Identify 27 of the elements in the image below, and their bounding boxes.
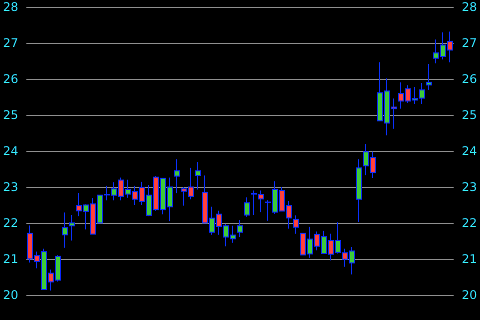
candlestick: [69, 214, 75, 242]
candlestick: [174, 158, 180, 194]
y2-tick-label: 24: [2, 144, 18, 158]
y2-tick-label: 23: [2, 180, 18, 194]
y-tick-label: 24: [462, 144, 478, 158]
y2-tick-label: 21: [2, 252, 18, 266]
candlestick: [195, 162, 201, 190]
y2-tick-label: 25: [2, 108, 18, 122]
y2-tick-label: 20: [2, 288, 18, 302]
candlestick: [356, 158, 362, 222]
y-tick-label: 26: [462, 72, 478, 86]
y-tick-label: 21: [462, 252, 478, 266]
y2-tick-label: 22: [2, 216, 18, 230]
candlestick: [293, 214, 299, 234]
candlestick: [244, 196, 250, 218]
y-tick-label: 20: [462, 288, 478, 302]
y-tick-label: 25: [462, 108, 478, 122]
y-tick-label: 28: [462, 0, 478, 14]
candlestick: [62, 212, 68, 248]
y-tick-label: 27: [462, 36, 478, 50]
y-tick-label: 23: [462, 180, 478, 194]
y2-tick-label: 28: [2, 0, 18, 14]
y2-tick-label: 27: [2, 36, 18, 50]
y2-tick-label: 26: [2, 72, 18, 86]
candlestick: [426, 64, 432, 90]
candlestick: [237, 220, 243, 238]
y-tick-label: 22: [462, 216, 478, 230]
